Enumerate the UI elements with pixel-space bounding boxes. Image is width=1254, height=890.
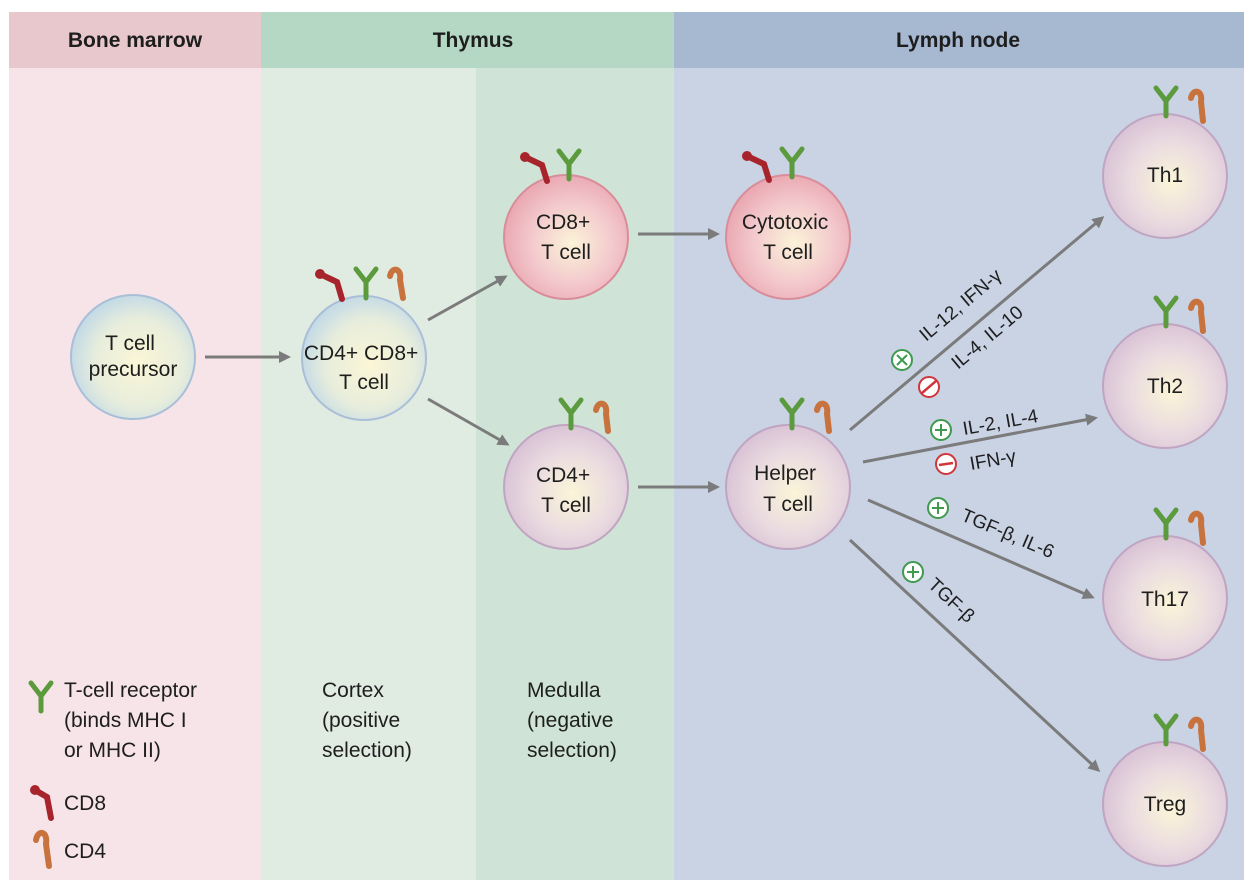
tcr-receptor-icon (558, 397, 584, 431)
svg-text:T-cell receptor (binds M: T-cell receptor (binds MHC I or MHC II) (64, 679, 203, 762)
tcr-receptor-icon (779, 146, 805, 180)
legend-cd4: CD4 (64, 840, 106, 863)
tcr-receptor-icon (556, 148, 582, 182)
cell-th17-label: Th17 (1141, 588, 1189, 611)
medulla-label-1: Medulla (527, 679, 601, 702)
cortex-label-3: selection) (322, 739, 412, 762)
cell-cd8: CD8+ T cell (503, 148, 629, 300)
arrow-helper-to-th2 (862, 413, 1098, 464)
bone-marrow-region: Bone marrow (9, 12, 261, 880)
cd4-receptor-icon (1188, 298, 1206, 334)
tcr-receptor-icon (1153, 295, 1179, 329)
medulla-label-2: (negative (527, 709, 613, 732)
cell-helper-label-1: Helper (754, 462, 816, 485)
cell-treg-label: Treg (1144, 793, 1186, 816)
svg-text:CD4+ CD8+ T cell: CD4+ CD8+ T cell (304, 342, 424, 394)
cd8-receptor-icon (317, 271, 345, 302)
legend-tcr-2: (binds MHC I (64, 709, 187, 732)
cell-cd4-label-1: CD4+ (536, 464, 590, 487)
thymus-header: Thymus (433, 29, 514, 52)
cd4-receptor-icon (387, 266, 406, 301)
cd8-receptor-icon (522, 154, 550, 184)
cortex-label-2: (positive (322, 709, 400, 732)
cd4-receptor-icon (1188, 88, 1206, 124)
cell-helper: Helper T cell (725, 397, 851, 550)
cell-th2-label: Th2 (1147, 375, 1183, 398)
tcr-receptor-icon (1153, 507, 1179, 541)
cortex-label: Cortex (positive selection) (322, 679, 412, 762)
tcr-legend-icon (28, 680, 54, 714)
tcr-receptor-icon (353, 266, 379, 301)
legend-cd8: CD8 (64, 792, 106, 815)
medulla-label-3: selection) (527, 739, 617, 762)
svg-text:Medulla (negative: Medulla (negative selection) (527, 679, 619, 762)
cell-cd8-label-2: T cell (541, 241, 591, 264)
arrows (205, 216, 1105, 773)
plus-icon (891, 349, 913, 371)
cell-treg: Treg (1102, 713, 1228, 867)
svg-text:Cortex (positive s: Cortex (positive selection) (322, 679, 412, 762)
cd4-legend-icon (33, 830, 52, 869)
minus-icon (918, 376, 940, 398)
svg-text:Helper T cell: Helper T cell (754, 462, 822, 516)
cd8-receptor-icon (744, 153, 772, 183)
medulla-label: Medulla (negative selection) (527, 679, 619, 762)
arrow-helper-to-treg (848, 538, 1101, 773)
minus-icon (935, 453, 957, 475)
cd4-receptor-icon (593, 400, 611, 434)
cell-precursor-label-1: T cell (105, 332, 155, 355)
cell-precursor: T cell precursor (70, 294, 196, 420)
bone-marrow-header: Bone marrow (68, 29, 203, 52)
cell-th1-label: Th1 (1147, 164, 1183, 187)
legend-tcr-3: or MHC II) (64, 739, 161, 762)
svg-text:Cytotoxic T cell: Cytotoxic T cell (742, 211, 834, 264)
tcr-receptor-icon (1153, 713, 1179, 747)
arrow-helper-to-th17 (867, 498, 1095, 599)
cell-cytotoxic: Cytotoxic T cell (725, 146, 851, 300)
cell-cytotoxic-label-2: T cell (763, 241, 813, 264)
cell-dp-label-1: CD4+ CD8+ (304, 342, 418, 365)
svg-text:CD8+ T cell: CD8+ T cell (536, 211, 596, 264)
svg-text:CD4+ T cell: CD4+ T cell (536, 464, 596, 517)
cell-cd4-label-2: T cell (541, 494, 591, 517)
lymph-node-header: Lymph node (896, 29, 1020, 52)
cell-th17: Th17 (1102, 507, 1228, 661)
tcr-receptor-icon (779, 397, 805, 431)
cortex-label-1: Cortex (322, 679, 384, 702)
arrow-helper-to-th1 (849, 216, 1105, 432)
cell-cd4: CD4+ T cell (503, 397, 629, 550)
cell-th1: Th1 (1102, 85, 1228, 239)
tcr-receptor-icon (1153, 85, 1179, 119)
arrow-dp-to-cd8 (427, 275, 508, 322)
cell-helper-label-2: T cell (763, 493, 813, 516)
plus-icon (927, 497, 949, 519)
cell-dp-label-2: T cell (339, 371, 389, 394)
legend-tcr-1: T-cell receptor (64, 679, 197, 702)
cd4-receptor-icon (814, 400, 832, 434)
legend: T-cell receptor (binds MHC I or MHC II) … (28, 679, 203, 869)
cell-cytotoxic-label-1: Cytotoxic (742, 211, 828, 234)
cell-double-positive: CD4+ CD8+ T cell (301, 266, 427, 421)
cell-cd8-label-1: CD8+ (536, 211, 590, 234)
cell-th2: Th2 (1102, 295, 1228, 449)
arrow-dp-to-cd4 (427, 397, 510, 446)
plus-icon (902, 561, 924, 583)
cd4-receptor-icon (1188, 510, 1206, 546)
plus-icon (930, 419, 952, 441)
svg-text:T cell precursor: T cell precursor (89, 332, 178, 381)
cell-precursor-label-2: precursor (89, 358, 178, 381)
thymus-region: Thymus (261, 12, 674, 880)
cd4-receptor-icon (1188, 716, 1206, 752)
